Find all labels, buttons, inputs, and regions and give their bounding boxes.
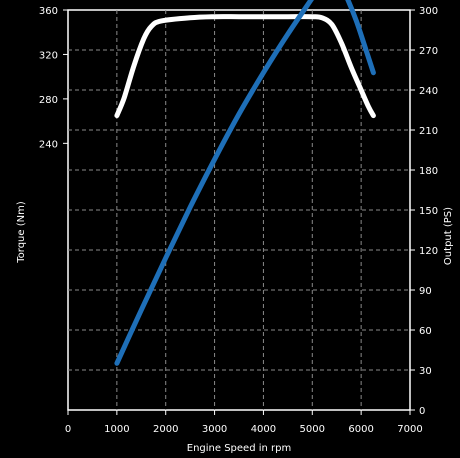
left-tick-label: 320 (39, 50, 58, 61)
right-axis-ticks: 0 30 60 90 120 150 180 210 240 270 300 (410, 6, 438, 417)
right-tick-label: 30 (419, 366, 432, 377)
right-tick-label: 300 (419, 6, 438, 17)
grid (68, 10, 410, 410)
x-tick-label: 3000 (202, 424, 227, 435)
right-axis-label: Output (PS) (443, 207, 454, 265)
right-tick-label: 120 (419, 246, 438, 257)
right-tick-label: 90 (419, 286, 432, 297)
right-tick-label: 240 (419, 86, 438, 97)
x-axis-label: Engine Speed in rpm (187, 443, 291, 454)
right-tick-label: 0 (419, 406, 425, 417)
right-tick-label: 210 (419, 126, 438, 137)
x-tick-label: 5000 (300, 424, 325, 435)
left-tick-label: 360 (39, 6, 58, 17)
x-tick-label: 2000 (153, 424, 178, 435)
left-axis-ticks: 240 280 320 360 (39, 6, 68, 150)
output-curve (114, 0, 376, 366)
right-tick-label: 180 (419, 166, 438, 177)
x-tick-label: 6000 (348, 424, 373, 435)
x-tick-label: 4000 (251, 424, 276, 435)
right-tick-label: 270 (419, 46, 438, 57)
x-axis-ticks: 0 1000 2000 3000 4000 5000 6000 7000 (65, 410, 423, 435)
x-tick-label: 1000 (104, 424, 129, 435)
right-tick-label: 60 (419, 326, 432, 337)
series-lines (114, 0, 376, 366)
torque-curve (114, 14, 376, 119)
left-tick-label: 280 (39, 95, 58, 106)
x-tick-label: 7000 (397, 424, 422, 435)
x-tick-label: 0 (65, 424, 71, 435)
left-axis-label: Torque (Nm) (16, 201, 27, 264)
left-tick-label: 240 (39, 139, 58, 150)
right-tick-label: 150 (419, 206, 438, 217)
